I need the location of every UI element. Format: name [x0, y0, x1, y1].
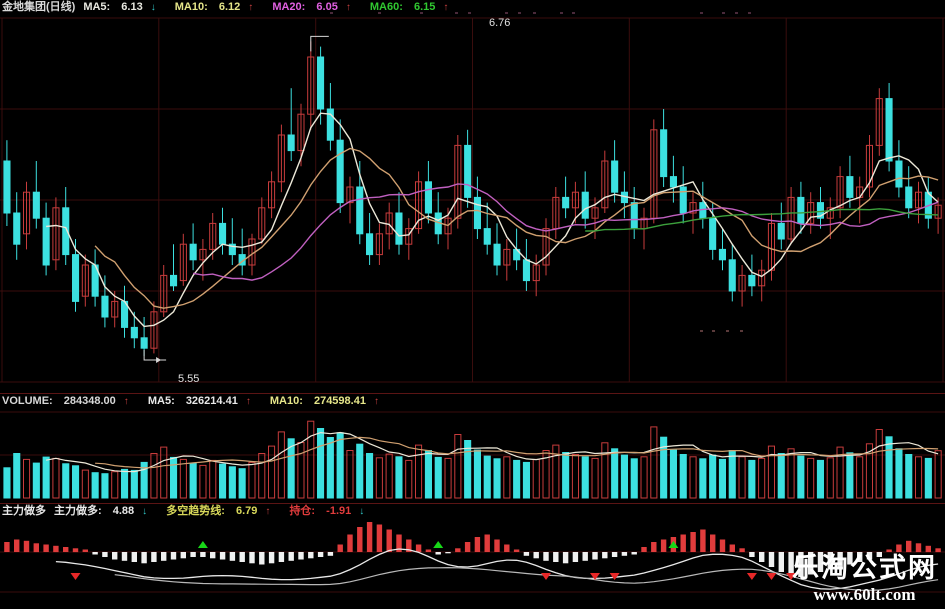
volume-ma10-legend: MA10: 274598.41 ↑: [269, 395, 379, 407]
main-force-long-chart: [0, 522, 945, 593]
ma20-legend: MA20: 6.05 ↑: [272, 1, 351, 13]
indicator-line1-legend: 主力做多: 4.88 ↓: [54, 505, 148, 517]
instrument-title: 金地集团(日线): [2, 1, 76, 13]
price-legend: 金地集团(日线) MA5: 6.13 ↓ MA10: 6.12 ↑ MA20: 6.0…: [0, 0, 464, 15]
ma60-arrow: ↑: [443, 2, 449, 13]
volume-legend: VOLUME: 284348.00 ↑ MA5: 326214.41 ↑ MA10:…: [0, 394, 395, 409]
volume-ma10-value: 274598.41: [313, 395, 366, 407]
ma60-value: 6.15: [413, 1, 436, 13]
indicator-line1-value: 4.88: [112, 505, 135, 517]
price-panel: 金地集团(日线) MA5: 6.13 ↓ MA10: 6.12 ↑ MA20: 6.0…: [0, 0, 945, 385]
ma10-legend: MA10: 6.12 ↑: [174, 1, 254, 13]
volume-ma5-legend: MA5: 326214.41 ↑: [147, 395, 251, 407]
indicator-line3-legend: 持仓: -1.91 ↓: [289, 505, 365, 517]
low-price-label: 5.55: [178, 373, 200, 385]
volume-ma5-value: 326214.41: [185, 395, 238, 407]
indicator-line3-arrow: ↓: [359, 506, 365, 517]
ma60-legend: MA60: 6.15 ↑: [369, 1, 449, 13]
indicator-legend: 主力做多 主力做多: 4.88 ↓ 多空趋势线: 6.79 ↑ 持仓: -1.91 ↓: [0, 504, 380, 519]
volume-legend-group: VOLUME: 284348.00 ↑: [2, 395, 129, 407]
ma5-legend: MA5: 6.13 ↓: [83, 1, 156, 13]
volume-arrow: ↑: [123, 396, 129, 407]
candlestick-chart: [0, 12, 945, 383]
ma10-value: 6.12: [218, 1, 241, 13]
volume-ma10-arrow: ↑: [373, 396, 379, 407]
ma20-arrow: ↑: [345, 2, 351, 13]
ma5-arrow: ↓: [150, 2, 156, 13]
price-volume-divider: [0, 393, 945, 394]
indicator-name: 主力做多: [2, 505, 46, 517]
indicator-line2-value: 6.79: [235, 505, 258, 517]
volume-panel: VOLUME: 284348.00 ↑ MA5: 326214.41 ↑ MA10:…: [0, 394, 945, 504]
volume-ma5-arrow: ↑: [245, 396, 251, 407]
volume-indicator-divider: [0, 503, 945, 504]
indicator-line2-arrow: ↑: [265, 506, 271, 517]
indicator-line3-value: -1.91: [326, 505, 352, 517]
ma5-value: 6.13: [121, 1, 143, 13]
indicator-line1-arrow: ↓: [142, 506, 148, 517]
volume-chart: [0, 411, 945, 499]
indicator-line2-legend: 多空趋势线: 6.79 ↑: [166, 505, 271, 517]
volume-value: 284348.00: [63, 395, 116, 407]
indicator-panel: 主力做多 主力做多: 4.88 ↓ 多空趋势线: 6.79 ↑ 持仓: -1.91 ↓: [0, 504, 945, 609]
ma20-value: 6.05: [316, 1, 338, 13]
ma10-arrow: ↑: [248, 2, 254, 13]
high-price-label: 6.76: [489, 17, 511, 29]
